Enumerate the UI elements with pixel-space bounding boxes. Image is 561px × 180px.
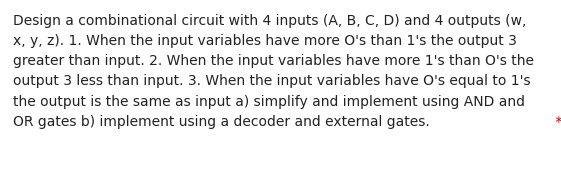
Text: output 3 less than input. 3. When the input variables have O's equal to 1's: output 3 less than input. 3. When the in… xyxy=(13,74,531,88)
Text: OR gates b) implement using a decoder and external gates.: OR gates b) implement using a decoder an… xyxy=(13,115,430,129)
Text: the output is the same as input a) simplify and implement using AND and: the output is the same as input a) simpl… xyxy=(13,94,525,109)
Text: x, y, z). 1. When the input variables have more O's than 1's the output 3: x, y, z). 1. When the input variables ha… xyxy=(13,34,517,48)
Text: greater than input. 2. When the input variables have more 1's than O's the: greater than input. 2. When the input va… xyxy=(13,54,534,68)
Text: Design a combinational circuit with 4 inputs (A, B, C, D) and 4 outputs (w,: Design a combinational circuit with 4 in… xyxy=(13,14,526,28)
Text: *: * xyxy=(551,115,561,129)
